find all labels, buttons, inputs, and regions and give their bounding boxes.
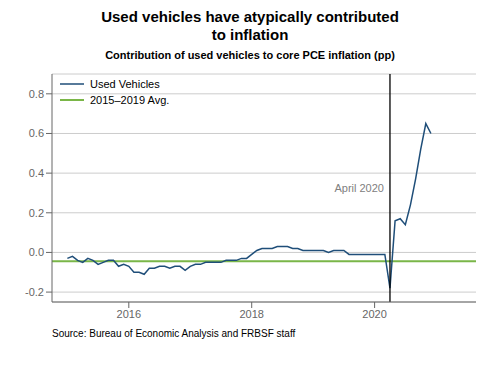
svg-text:2016: 2016 xyxy=(117,308,141,320)
svg-text:-0.2: -0.2 xyxy=(25,286,44,298)
svg-text:0.0: 0.0 xyxy=(29,246,44,258)
svg-text:2018: 2018 xyxy=(239,308,263,320)
svg-text:0.6: 0.6 xyxy=(29,127,44,139)
svg-text:2020: 2020 xyxy=(362,308,386,320)
html-text:Used vehicles have atypically: Used vehicles have atypically contribute… xyxy=(101,8,399,43)
html-text:Source: Bureau of Economic Ana: Source: Bureau of Economic Analysis and … xyxy=(52,328,296,339)
svg-text:0.8: 0.8 xyxy=(29,88,44,100)
html-text:2015–2019 Avg.: 2015–2019 Avg. xyxy=(90,94,170,106)
svg-text:0.4: 0.4 xyxy=(29,167,44,179)
html-text:Contribution of used vehicles: Contribution of used vehicles to core PC… xyxy=(105,49,395,61)
svg-text:0.2: 0.2 xyxy=(29,207,44,219)
html-text:Used Vehicles: Used Vehicles xyxy=(90,78,160,90)
svg-text:April 2020: April 2020 xyxy=(334,182,384,194)
